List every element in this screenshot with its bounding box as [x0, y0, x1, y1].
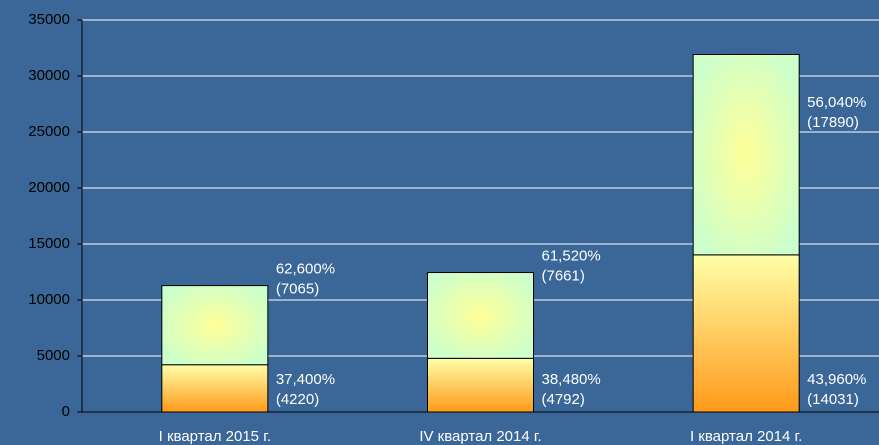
y-tick-label: 35000: [28, 11, 70, 28]
value-label: (7065): [276, 281, 319, 298]
y-tick-label: 20000: [28, 179, 70, 196]
y-tick-label: 5000: [37, 347, 70, 364]
bar-segment: [161, 364, 269, 413]
value-label: (4792): [542, 391, 585, 408]
share-label: 38,480%: [542, 371, 601, 388]
value-label: (14031): [807, 391, 859, 408]
value-label: (4220): [276, 391, 319, 408]
share-label: 61,520%: [542, 247, 601, 264]
share-label: 37,400%: [276, 371, 335, 388]
bar-segment: [161, 285, 269, 366]
x-tick-label: I квартал 2015 г.: [159, 428, 271, 445]
y-tick-label: 10000: [28, 291, 70, 308]
y-tick-label: 15000: [28, 235, 70, 252]
share-label: 56,040%: [807, 94, 866, 111]
value-label: (7661): [542, 267, 585, 284]
bar-segment: [427, 272, 534, 359]
y-tick-label: 30000: [28, 67, 70, 84]
y-tick-label: 0: [62, 403, 70, 420]
bar-segment: [427, 357, 534, 413]
y-tick-label: 25000: [28, 123, 70, 140]
x-tick-label: I квартал 2014 г.: [690, 428, 802, 445]
x-tick-label: IV квартал 2014 г.: [419, 428, 541, 445]
bar-segment: [692, 254, 800, 413]
share-label: 43,960%: [807, 371, 866, 388]
share-label: 62,600%: [276, 261, 335, 278]
value-label: (17890): [807, 114, 859, 131]
bar-segment: [692, 53, 800, 256]
